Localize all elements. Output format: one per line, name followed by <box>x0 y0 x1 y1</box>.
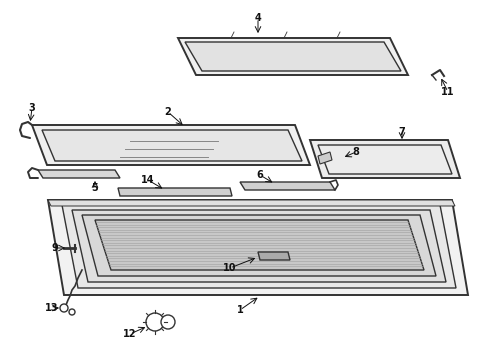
Text: 4: 4 <box>255 13 261 23</box>
Polygon shape <box>178 38 408 75</box>
Text: 5: 5 <box>92 183 98 193</box>
Circle shape <box>69 309 75 315</box>
Polygon shape <box>62 205 456 288</box>
Polygon shape <box>72 210 446 282</box>
Polygon shape <box>185 42 401 71</box>
Polygon shape <box>32 125 310 165</box>
Polygon shape <box>310 140 460 178</box>
Text: 7: 7 <box>399 127 405 137</box>
Text: 1: 1 <box>237 305 244 315</box>
Text: 11: 11 <box>441 87 455 97</box>
Circle shape <box>146 313 164 331</box>
Polygon shape <box>38 170 120 178</box>
Text: 13: 13 <box>45 303 59 313</box>
Text: 2: 2 <box>165 107 172 117</box>
Polygon shape <box>48 200 455 206</box>
Text: 6: 6 <box>257 170 264 180</box>
Text: 14: 14 <box>141 175 155 185</box>
Text: 8: 8 <box>353 147 360 157</box>
Text: 12: 12 <box>123 329 137 339</box>
Text: 10: 10 <box>223 263 237 273</box>
Circle shape <box>161 315 175 329</box>
Text: 3: 3 <box>28 103 35 113</box>
Polygon shape <box>82 215 436 276</box>
Polygon shape <box>258 252 290 260</box>
Polygon shape <box>48 200 468 295</box>
Polygon shape <box>240 182 335 190</box>
Polygon shape <box>42 130 302 161</box>
Text: 9: 9 <box>51 243 58 253</box>
Polygon shape <box>118 188 232 196</box>
Circle shape <box>60 304 68 312</box>
Polygon shape <box>318 152 332 164</box>
Polygon shape <box>95 220 424 270</box>
